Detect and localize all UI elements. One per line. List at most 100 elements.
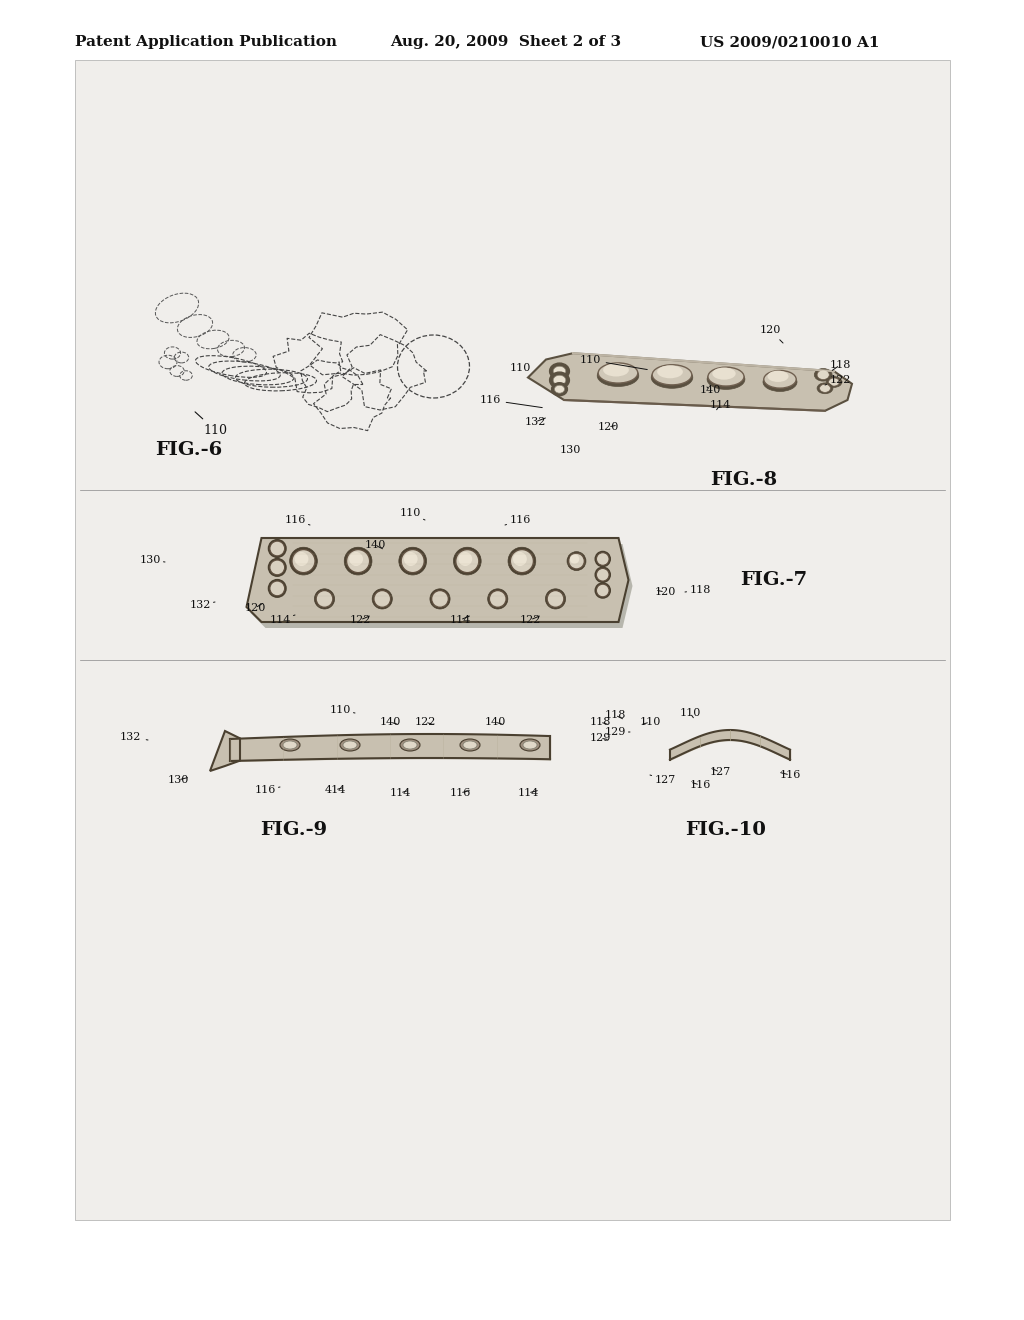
Ellipse shape: [651, 367, 693, 388]
Ellipse shape: [268, 558, 286, 577]
Ellipse shape: [340, 739, 360, 751]
Ellipse shape: [657, 366, 683, 379]
Ellipse shape: [764, 371, 797, 388]
Text: 114: 114: [517, 788, 539, 799]
Ellipse shape: [459, 552, 472, 566]
Text: 414: 414: [325, 785, 346, 795]
Ellipse shape: [553, 375, 566, 385]
Text: 118: 118: [604, 710, 626, 719]
Text: 129: 129: [604, 727, 630, 737]
Polygon shape: [528, 354, 852, 411]
Ellipse shape: [344, 548, 372, 576]
Ellipse shape: [280, 739, 300, 751]
Text: 116: 116: [779, 770, 801, 780]
Text: 132: 132: [524, 417, 546, 426]
Text: 120: 120: [654, 587, 676, 597]
Ellipse shape: [460, 739, 480, 751]
Ellipse shape: [430, 589, 451, 609]
Ellipse shape: [268, 579, 286, 597]
Ellipse shape: [270, 541, 285, 556]
Ellipse shape: [598, 363, 638, 383]
Ellipse shape: [487, 589, 508, 609]
Text: 110: 110: [399, 508, 425, 520]
Text: 122: 122: [349, 615, 371, 624]
Ellipse shape: [510, 549, 534, 573]
Ellipse shape: [596, 585, 609, 597]
Ellipse shape: [826, 376, 842, 387]
Ellipse shape: [513, 552, 526, 566]
Text: 116: 116: [285, 515, 310, 525]
Text: 114: 114: [389, 788, 411, 799]
Text: 140: 140: [365, 540, 386, 550]
Ellipse shape: [372, 589, 392, 609]
Ellipse shape: [489, 590, 506, 607]
Ellipse shape: [550, 372, 569, 388]
Text: 116: 116: [479, 395, 543, 408]
Text: 130: 130: [559, 445, 581, 455]
Ellipse shape: [316, 590, 333, 607]
Text: 114: 114: [269, 615, 295, 624]
Ellipse shape: [400, 739, 420, 751]
Ellipse shape: [314, 589, 335, 609]
Ellipse shape: [567, 552, 586, 570]
Ellipse shape: [603, 363, 629, 376]
Ellipse shape: [403, 552, 418, 566]
Text: 110: 110: [639, 717, 660, 727]
Ellipse shape: [819, 384, 830, 392]
Ellipse shape: [708, 367, 744, 385]
Text: US 2009/0210010 A1: US 2009/0210010 A1: [700, 36, 880, 49]
FancyBboxPatch shape: [75, 59, 950, 1220]
Text: Aug. 20, 2009  Sheet 2 of 3: Aug. 20, 2009 Sheet 2 of 3: [390, 36, 622, 49]
Text: 114: 114: [450, 615, 471, 624]
Text: 140: 140: [379, 717, 400, 727]
Ellipse shape: [398, 548, 427, 576]
Text: FIG.-7: FIG.-7: [740, 572, 807, 589]
Ellipse shape: [828, 378, 840, 385]
Text: 140: 140: [484, 717, 506, 727]
Text: 110: 110: [679, 708, 700, 718]
Text: 129: 129: [590, 733, 610, 743]
Ellipse shape: [814, 368, 833, 381]
Ellipse shape: [552, 383, 567, 396]
Ellipse shape: [596, 553, 609, 565]
Text: 122: 122: [825, 375, 851, 385]
Ellipse shape: [713, 367, 735, 380]
Ellipse shape: [343, 741, 357, 748]
Polygon shape: [251, 544, 633, 628]
Ellipse shape: [595, 583, 610, 598]
Ellipse shape: [767, 371, 788, 381]
Ellipse shape: [270, 560, 285, 574]
Ellipse shape: [454, 548, 481, 576]
Text: 118: 118: [829, 360, 851, 371]
Ellipse shape: [550, 363, 569, 379]
Text: 130: 130: [167, 775, 188, 785]
Ellipse shape: [596, 569, 609, 581]
Polygon shape: [247, 539, 629, 622]
Ellipse shape: [763, 372, 797, 392]
Ellipse shape: [463, 741, 477, 748]
Ellipse shape: [595, 552, 610, 566]
Text: 118: 118: [685, 585, 711, 595]
Text: 122: 122: [519, 615, 541, 624]
Ellipse shape: [456, 549, 479, 573]
Ellipse shape: [817, 383, 833, 393]
Text: FIG.-6: FIG.-6: [155, 441, 222, 459]
Text: 110: 110: [330, 705, 355, 715]
Ellipse shape: [817, 370, 829, 380]
Text: 120: 120: [597, 422, 618, 432]
Text: 122: 122: [415, 717, 435, 727]
Ellipse shape: [268, 540, 286, 557]
Text: FIG.-8: FIG.-8: [710, 471, 777, 488]
Text: 132: 132: [120, 733, 148, 742]
Text: 130: 130: [139, 554, 165, 565]
Text: 110: 110: [195, 412, 227, 437]
Text: 116: 116: [689, 780, 711, 789]
Text: 116: 116: [254, 785, 280, 795]
Ellipse shape: [508, 548, 536, 576]
Ellipse shape: [523, 741, 537, 748]
Polygon shape: [210, 731, 240, 771]
Ellipse shape: [652, 364, 692, 385]
Text: 132: 132: [189, 601, 215, 610]
Ellipse shape: [568, 553, 585, 569]
Text: 116: 116: [450, 788, 471, 799]
